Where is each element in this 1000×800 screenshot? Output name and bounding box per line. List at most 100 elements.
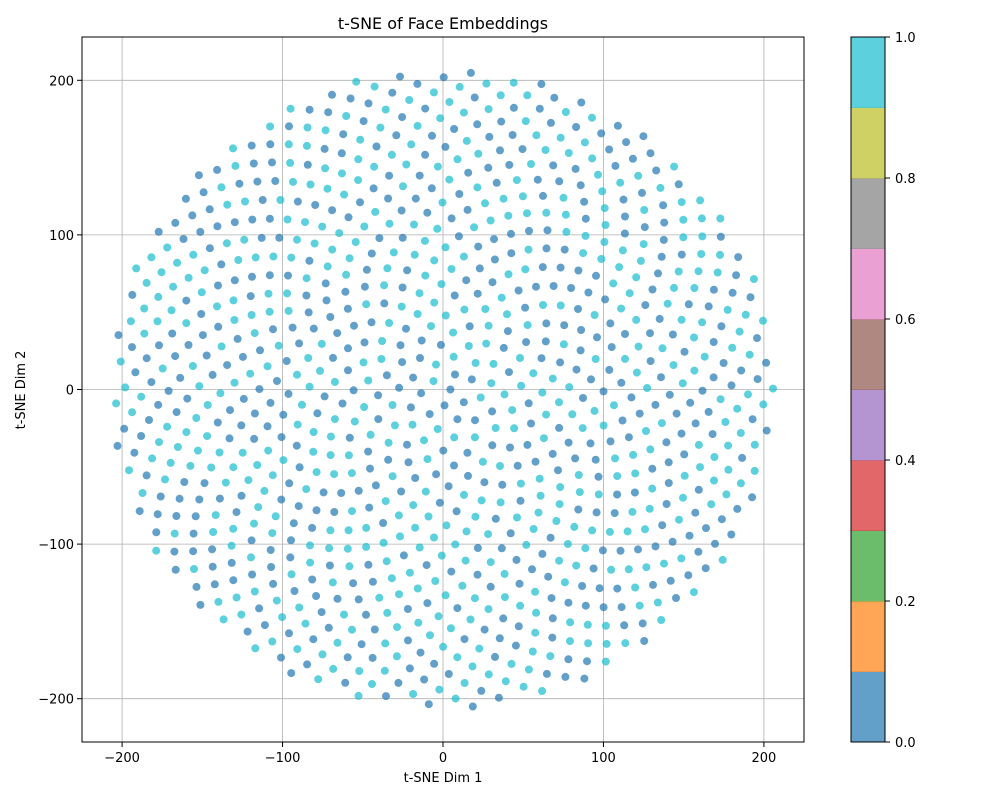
data-point (153, 510, 162, 519)
data-point (420, 236, 429, 245)
data-point (264, 446, 273, 455)
data-point (153, 317, 162, 326)
data-point (572, 561, 581, 570)
data-point (260, 486, 269, 495)
data-point (173, 258, 182, 267)
data-point (116, 357, 125, 366)
data-point (169, 282, 178, 291)
data-point (444, 482, 453, 491)
data-point (426, 631, 434, 640)
data-point (338, 169, 346, 178)
data-point (172, 512, 181, 520)
data-point (728, 343, 737, 352)
data-point (189, 250, 198, 259)
data-point (507, 229, 515, 238)
data-point (219, 615, 228, 624)
data-point (396, 532, 404, 541)
data-point (672, 594, 680, 602)
data-point (209, 528, 218, 536)
data-point (420, 436, 428, 445)
data-point (382, 371, 391, 380)
data-point (649, 580, 657, 589)
data-point (523, 440, 532, 449)
data-point (664, 458, 673, 467)
data-point (392, 652, 401, 661)
data-point (542, 208, 551, 217)
data-point (579, 249, 588, 258)
data-point (306, 558, 315, 567)
data-point (248, 215, 257, 224)
data-point (578, 424, 587, 433)
data-point (621, 354, 629, 363)
data-point (713, 268, 722, 277)
data-point (677, 315, 686, 324)
data-point (556, 301, 565, 310)
data-point (500, 569, 509, 578)
data-point (542, 244, 551, 253)
data-point (362, 610, 370, 619)
data-point (154, 227, 163, 236)
data-point (192, 582, 201, 591)
data-point (405, 568, 414, 577)
chart-title: t-SNE of Face Embeddings (338, 14, 548, 33)
data-point (480, 478, 489, 487)
data-point (737, 366, 746, 375)
data-point (708, 430, 717, 439)
data-point (684, 300, 693, 309)
data-point (489, 359, 498, 368)
x-axis-label: t-SNE Dim 1 (404, 771, 483, 786)
data-point (532, 282, 540, 291)
data-point (304, 308, 313, 317)
data-point (362, 542, 371, 551)
data-point (263, 362, 272, 371)
data-point (698, 318, 707, 327)
data-point (707, 500, 716, 509)
data-point (471, 416, 479, 425)
data-point (615, 263, 624, 272)
data-point (724, 441, 733, 450)
data-point (293, 645, 302, 654)
data-point (453, 604, 462, 613)
data-point (379, 519, 388, 527)
data-point (528, 647, 537, 656)
colorbar-segment (851, 37, 885, 108)
data-point (657, 373, 665, 382)
data-point (243, 627, 252, 636)
data-point (354, 595, 363, 604)
data-point (298, 400, 306, 409)
data-point (486, 582, 495, 591)
data-point (497, 544, 506, 553)
data-point (208, 562, 217, 571)
data-point (436, 340, 445, 349)
data-point (499, 194, 508, 203)
data-point (312, 506, 321, 515)
data-point (610, 401, 618, 410)
data-point (570, 522, 579, 531)
data-point (285, 122, 293, 131)
data-point (497, 117, 506, 126)
data-point (552, 517, 561, 525)
data-point (474, 242, 483, 251)
data-point (365, 503, 374, 512)
data-point (140, 329, 149, 338)
data-point (247, 141, 256, 150)
data-point (137, 392, 146, 401)
data-point (616, 546, 625, 555)
data-point (405, 96, 414, 104)
data-point (384, 194, 393, 203)
data-point (741, 310, 750, 319)
data-point (294, 502, 303, 511)
data-point (444, 670, 453, 678)
data-point (305, 105, 314, 114)
data-point (158, 364, 167, 373)
data-point (452, 507, 461, 516)
y-tick-label: 100 (49, 229, 74, 244)
data-point (214, 322, 223, 331)
data-point (410, 250, 419, 259)
data-point (324, 108, 333, 117)
data-point (716, 250, 724, 259)
data-point (359, 117, 368, 126)
data-point (186, 461, 195, 470)
data-point (624, 565, 633, 574)
data-point (214, 597, 223, 606)
